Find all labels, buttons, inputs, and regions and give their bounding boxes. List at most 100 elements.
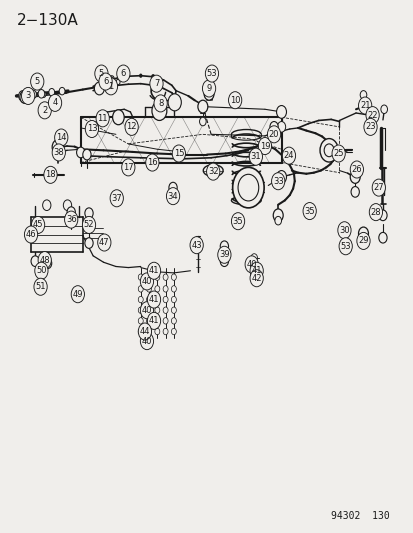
Circle shape [85, 120, 98, 138]
Circle shape [169, 182, 177, 193]
Circle shape [121, 159, 135, 176]
Circle shape [359, 91, 366, 99]
Circle shape [146, 274, 151, 280]
Circle shape [166, 188, 179, 205]
Circle shape [116, 79, 120, 85]
Text: 4: 4 [52, 99, 57, 107]
Circle shape [59, 87, 65, 95]
Text: 51: 51 [35, 282, 46, 291]
Text: 41: 41 [148, 266, 159, 275]
Circle shape [154, 328, 159, 335]
Text: 15: 15 [173, 149, 184, 158]
Circle shape [146, 307, 151, 313]
Circle shape [138, 323, 151, 340]
Circle shape [209, 71, 214, 76]
Circle shape [356, 232, 369, 249]
Circle shape [151, 74, 155, 79]
Circle shape [171, 286, 176, 292]
Text: 37: 37 [111, 194, 122, 203]
Circle shape [147, 262, 160, 279]
Circle shape [138, 296, 143, 303]
Circle shape [24, 94, 28, 100]
Circle shape [154, 286, 159, 292]
Circle shape [146, 318, 151, 324]
Circle shape [368, 204, 382, 221]
Text: 3: 3 [26, 92, 31, 100]
Circle shape [34, 278, 47, 295]
Text: 6: 6 [121, 69, 126, 78]
Circle shape [122, 74, 126, 78]
Circle shape [269, 122, 278, 132]
Text: 16: 16 [147, 158, 157, 167]
Circle shape [21, 87, 35, 104]
Circle shape [331, 145, 344, 162]
Circle shape [168, 94, 181, 111]
Circle shape [190, 237, 203, 254]
Circle shape [163, 328, 168, 335]
Circle shape [217, 246, 230, 263]
Text: 44: 44 [139, 327, 150, 336]
Circle shape [228, 92, 241, 109]
Circle shape [199, 117, 206, 126]
Circle shape [82, 216, 95, 233]
Text: 35: 35 [304, 207, 314, 215]
Circle shape [343, 244, 347, 249]
Text: 19: 19 [259, 142, 270, 150]
Circle shape [172, 145, 185, 162]
Text: 2: 2 [42, 106, 47, 115]
Text: 50: 50 [36, 266, 47, 275]
Circle shape [63, 200, 71, 211]
Circle shape [71, 286, 84, 303]
Circle shape [380, 105, 387, 114]
Circle shape [350, 187, 358, 197]
Text: 22: 22 [366, 111, 377, 119]
Text: 1: 1 [108, 82, 113, 91]
Text: 25: 25 [332, 149, 343, 158]
Circle shape [249, 270, 263, 287]
Text: 94302  130: 94302 130 [330, 511, 389, 521]
Circle shape [220, 241, 228, 252]
Circle shape [250, 270, 257, 279]
Circle shape [31, 73, 44, 90]
Circle shape [358, 227, 368, 240]
Text: 11: 11 [97, 114, 108, 123]
Text: 31: 31 [250, 152, 261, 161]
Circle shape [96, 110, 109, 127]
Circle shape [378, 232, 386, 243]
Text: 8: 8 [158, 99, 163, 108]
Circle shape [282, 147, 295, 164]
Circle shape [276, 171, 286, 183]
Circle shape [35, 262, 48, 279]
Circle shape [107, 77, 114, 85]
Circle shape [323, 144, 333, 157]
Circle shape [154, 307, 159, 313]
Circle shape [274, 216, 281, 225]
Circle shape [349, 161, 363, 178]
Circle shape [205, 65, 218, 82]
Circle shape [358, 97, 371, 114]
Text: 38: 38 [53, 148, 64, 157]
Text: 7: 7 [154, 79, 159, 88]
Circle shape [103, 78, 112, 88]
Text: 30: 30 [338, 226, 349, 235]
Circle shape [206, 163, 219, 180]
Circle shape [231, 213, 244, 230]
Circle shape [267, 126, 280, 143]
Text: 27: 27 [373, 183, 383, 192]
Text: 39: 39 [218, 251, 229, 259]
Circle shape [126, 74, 130, 78]
Circle shape [197, 100, 207, 113]
Circle shape [378, 210, 386, 221]
Circle shape [49, 88, 55, 96]
Text: 42: 42 [251, 274, 261, 282]
Circle shape [138, 318, 143, 324]
Circle shape [38, 90, 45, 98]
Circle shape [127, 119, 137, 132]
Text: 18: 18 [45, 171, 56, 179]
Circle shape [140, 302, 153, 319]
Circle shape [95, 65, 108, 82]
Text: 49: 49 [72, 290, 83, 298]
Circle shape [154, 95, 167, 112]
Circle shape [76, 147, 85, 158]
Circle shape [232, 167, 263, 208]
